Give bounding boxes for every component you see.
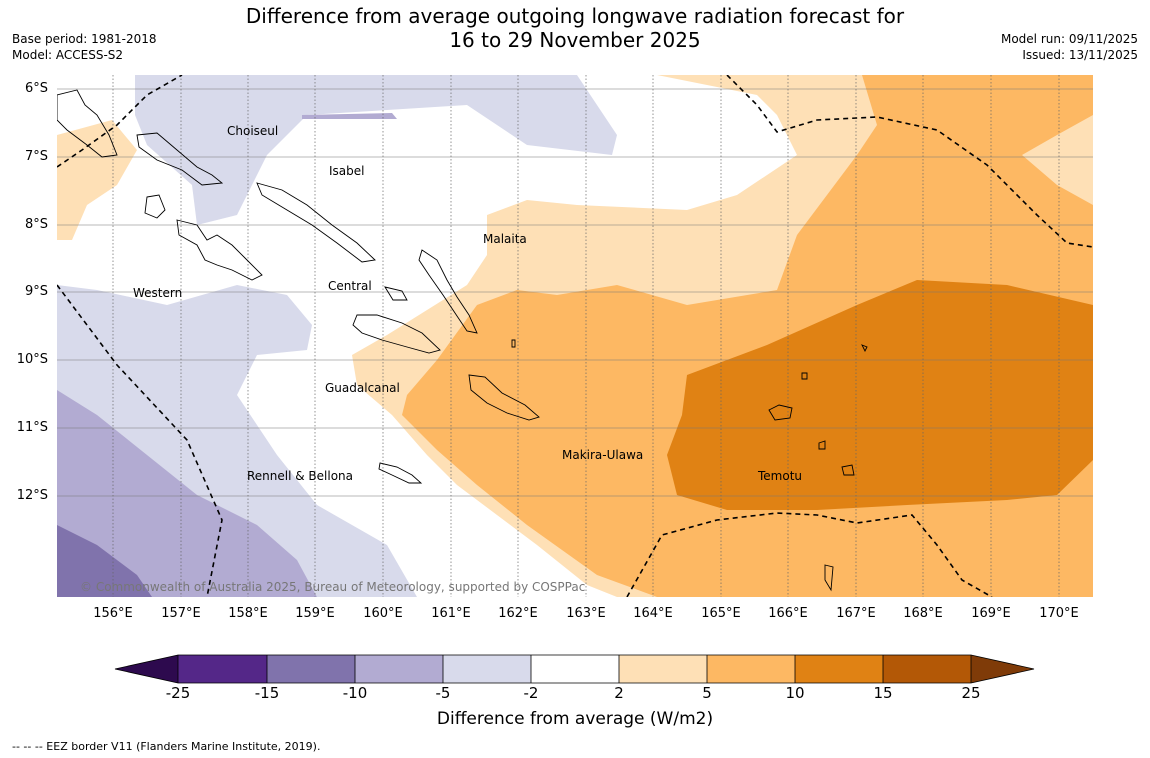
coastlines — [56, 89, 868, 592]
region-labels: Choiseul Isabel Malaita Western Central … — [133, 124, 802, 483]
colorbar-label: -10 — [342, 684, 368, 702]
lon-label: 161°E — [431, 606, 471, 621]
contour-neg10-southwest — [57, 525, 152, 597]
label-rennell: Rennell & Bellona — [247, 469, 353, 483]
island-malaita — [418, 249, 478, 334]
model-name: Model: ACCESS-S2 — [12, 48, 124, 62]
island-tikopia — [841, 464, 855, 476]
island-vanikoro — [818, 440, 826, 450]
colorbar-bin-6 — [619, 655, 707, 683]
lon-label: 170°E — [1039, 606, 1079, 621]
island-small-2 — [801, 372, 808, 380]
colorbar-label: -2 — [523, 684, 539, 702]
lat-label: 8°S — [24, 217, 48, 232]
island-isabel — [256, 182, 376, 263]
graticule-lat — [57, 88, 1093, 497]
colorbar-extend-min — [115, 655, 178, 683]
graticule-lon — [112, 75, 1060, 597]
map-panel[interactable]: Choiseul Isabel Malaita Western Central … — [56, 74, 1094, 598]
lat-label: 10°S — [16, 352, 48, 367]
label-western: Western — [133, 286, 182, 300]
contour-2-west — [57, 120, 137, 240]
contour-neg2-north — [135, 75, 617, 225]
island-vella-lavella — [144, 194, 166, 219]
lon-label: 162°E — [498, 606, 538, 621]
colorbar-bin-3 — [355, 655, 443, 683]
lon-label: 157°E — [161, 606, 201, 621]
island-new-georgia — [176, 219, 263, 281]
island-santa-cruz — [768, 404, 793, 421]
contour-10-main — [667, 280, 1093, 510]
colorbar-bin-9 — [883, 655, 971, 683]
lat-label: 7°S — [24, 149, 48, 164]
lon-label: 164°E — [633, 606, 673, 621]
colorbar — [114, 654, 1035, 684]
lon-label: 169°E — [971, 606, 1011, 621]
colorbar-label: 5 — [702, 684, 712, 702]
map-svg: Choiseul Isabel Malaita Western Central … — [56, 74, 1094, 598]
copyright-notice: © Commonwealth of Australia 2025, Bureau… — [80, 580, 586, 594]
model-run: Model run: 09/11/2025 — [1000, 32, 1138, 46]
label-malaita: Malaita — [483, 232, 527, 246]
colorbar-label: -15 — [254, 684, 280, 702]
label-guadalcanal: Guadalcanal — [325, 381, 400, 395]
lat-label: 11°S — [16, 420, 48, 435]
label-central: Central — [328, 279, 372, 293]
colorbar-bin-8 — [795, 655, 883, 683]
colorbar-label: 2 — [614, 684, 624, 702]
label-makira: Makira-Ulawa — [562, 448, 643, 462]
island-small-4 — [824, 564, 834, 592]
island-small-1 — [511, 339, 516, 348]
lon-label: 165°E — [701, 606, 741, 621]
colorbar-label: -25 — [165, 684, 191, 702]
lon-label: 160°E — [363, 606, 403, 621]
island-small-3 — [861, 344, 868, 353]
eez-legend-note: -- -- -- EEZ border V11 (Flanders Marine… — [12, 740, 321, 753]
label-temotu: Temotu — [757, 469, 802, 483]
colorbar-title: Difference from average (W/m2) — [436, 709, 714, 729]
eez-borders — [56, 74, 1094, 598]
colorbar-bin-5 — [531, 655, 619, 683]
colorbar-label: -5 — [435, 684, 451, 702]
contour-neg2-pocket — [302, 113, 397, 119]
island-rennell — [378, 462, 423, 484]
lon-label: 159°E — [295, 606, 335, 621]
island-bougainville-tip — [56, 89, 118, 158]
island-choiseul — [136, 132, 224, 186]
colorbar-bin-2 — [267, 655, 355, 683]
lon-label: 167°E — [836, 606, 876, 621]
meta-right: Model run: 09/11/2025 Issued: 13/11/2025 — [1001, 31, 1138, 63]
colorbar-label: 25 — [961, 684, 981, 702]
lat-label: 12°S — [16, 488, 48, 503]
island-makira — [468, 374, 540, 421]
lat-label: 9°S — [24, 284, 48, 299]
title-line-2: 16 to 29 November 2025 — [449, 28, 701, 52]
title-line-1: Difference from average outgoing longwav… — [245, 4, 905, 28]
base-period: Base period: 1981-2018 — [12, 32, 157, 46]
lon-label: 168°E — [903, 606, 943, 621]
island-nggela — [384, 286, 408, 301]
colorbar-label: 10 — [785, 684, 805, 702]
lon-label: 156°E — [93, 606, 133, 621]
island-guadalcanal — [352, 314, 441, 354]
colorbar-bin-1 — [178, 655, 267, 683]
lat-label: 6°S — [24, 81, 48, 96]
lon-label: 166°E — [768, 606, 808, 621]
issued-date: Issued: 13/11/2025 — [1022, 48, 1138, 62]
colorbar-bin-7 — [707, 655, 795, 683]
contour-neg5-southwest — [57, 390, 317, 597]
colorbar-bin-4 — [443, 655, 531, 683]
lon-label: 163°E — [566, 606, 606, 621]
label-choiseul: Choiseul — [227, 124, 278, 138]
lon-label: 158°E — [228, 606, 268, 621]
meta-left: Base period: 1981-2018 Model: ACCESS-S2 — [12, 31, 157, 63]
colorbar-label: 15 — [873, 684, 893, 702]
chart-title: Difference from average outgoing longwav… — [0, 4, 1150, 52]
colorbar-extend-max — [971, 655, 1034, 683]
label-isabel: Isabel — [329, 164, 364, 178]
